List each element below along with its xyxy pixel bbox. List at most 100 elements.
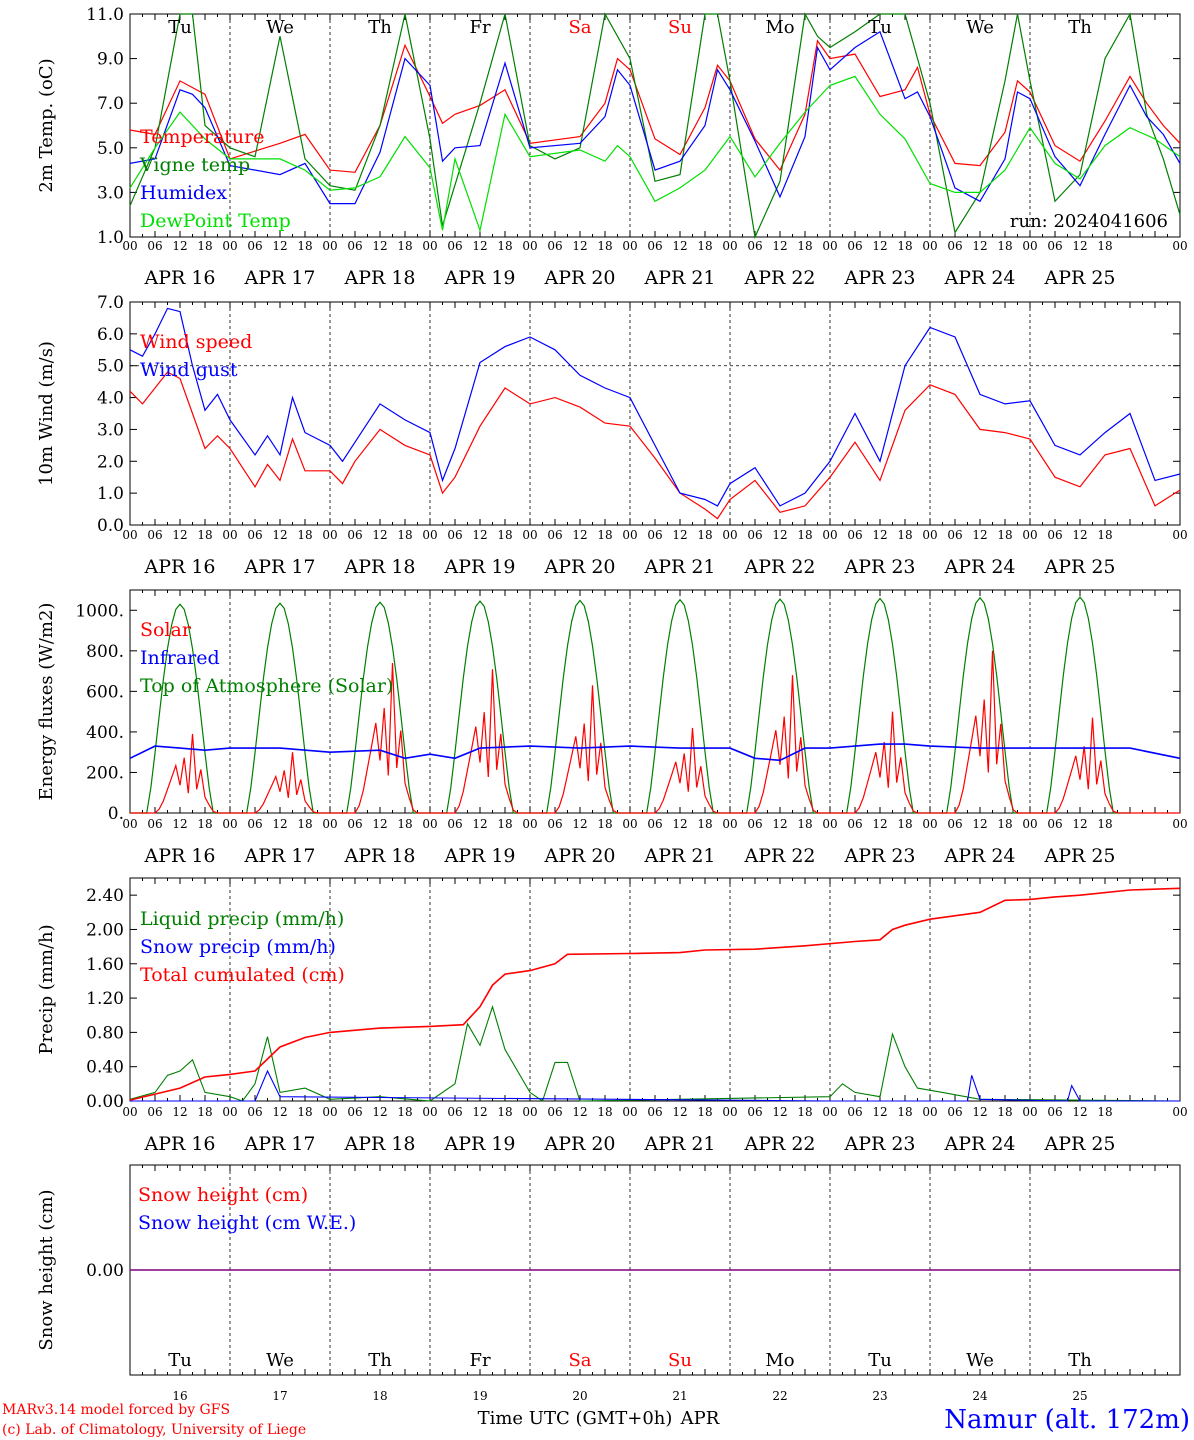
panel-3-frame	[129, 589, 1181, 814]
hour-tick-label: 06	[747, 1105, 762, 1119]
legend-snow-precip-mm-h-: Snow precip (mm/h)	[140, 936, 336, 958]
series-snow-precip-mm-h-	[130, 1069, 1180, 1102]
y-tick-label: 1.20	[86, 989, 124, 1009]
hour-tick-label: 06	[447, 1105, 462, 1119]
day-number: 18	[372, 1389, 387, 1403]
hour-tick-label: 06	[747, 239, 762, 253]
hour-tick-label: 00	[922, 817, 937, 831]
y-tick-label: 0.00	[86, 1092, 124, 1112]
day-name-top: We	[266, 17, 294, 38]
hour-tick-label: 12	[272, 1105, 287, 1119]
hour-tick-label: 12	[772, 528, 787, 542]
date-label: APR 21	[643, 845, 715, 867]
hour-tick-label: 00	[422, 239, 437, 253]
date-label: APR 16	[143, 267, 215, 289]
hour-tick-label: 00	[122, 1105, 137, 1119]
date-label: APR 25	[1043, 1133, 1115, 1155]
hour-tick-label: 00	[622, 1105, 637, 1119]
hour-tick-label: 12	[972, 239, 987, 253]
y-tick-label: 6.0	[97, 325, 124, 345]
day-name-bottom: Tu	[868, 1350, 892, 1371]
hour-tick-label: 12	[572, 528, 587, 542]
hour-tick-label: 06	[447, 239, 462, 253]
day-name-bottom: Mo	[765, 1350, 794, 1371]
hour-tick-label: 12	[872, 817, 887, 831]
legend-solar: Solar	[140, 619, 192, 641]
hour-tick-label: 00	[922, 528, 937, 542]
time-axis-title: Time UTC (GMT+0h)	[478, 1408, 673, 1429]
hour-tick-label: 12	[372, 817, 387, 831]
hour-tick-label: 00	[322, 1105, 337, 1119]
y-tick-label: 11.0	[86, 5, 124, 25]
date-label: APR 23	[843, 845, 915, 867]
hour-tick-label: 18	[1097, 817, 1112, 831]
series-liquid-precip-mm-h-	[129, 1004, 1181, 1102]
day-name-top: Fr	[469, 17, 490, 38]
date-label: APR 22	[743, 845, 815, 867]
hour-tick-label: 00	[222, 1105, 237, 1119]
day-name-bottom: Tu	[168, 1350, 192, 1371]
hour-tick-label: 12	[272, 239, 287, 253]
hour-tick-label: 06	[547, 239, 562, 253]
day-number: 17	[272, 1389, 287, 1403]
series-vigne-temp	[129, 12, 1181, 240]
hour-tick-label: 12	[772, 817, 787, 831]
hour-tick-label: 12	[872, 528, 887, 542]
hour-tick-label: 18	[497, 817, 512, 831]
hour-tick-label: 18	[1097, 239, 1112, 253]
hour-tick-label: 18	[597, 239, 612, 253]
hour-tick-label: 00	[122, 817, 137, 831]
hour-tick-label: 12	[572, 239, 587, 253]
hour-tick-label: 18	[197, 239, 212, 253]
hour-tick-label: 00	[1022, 1105, 1037, 1119]
date-label: APR 23	[843, 267, 915, 289]
day-name-top: Tu	[868, 17, 892, 38]
hour-tick-label: 18	[797, 1105, 812, 1119]
hour-tick-label: 12	[372, 1105, 387, 1119]
hour-tick-label: 18	[497, 1105, 512, 1119]
hour-tick-label: 12	[472, 528, 487, 542]
date-label: APR 24	[943, 267, 1015, 289]
hour-tick-label: 00	[322, 528, 337, 542]
date-label: APR 20	[543, 556, 615, 578]
date-label: APR 19	[443, 1133, 515, 1155]
hour-tick-label: 06	[447, 528, 462, 542]
hour-tick-label: 06	[147, 239, 162, 253]
day-name-top: Mo	[765, 17, 794, 38]
legend-infrared: Infrared	[140, 647, 220, 669]
hour-tick-label: 00	[422, 817, 437, 831]
y-tick-label: 2.00	[86, 920, 124, 940]
legend-snow-height-cm-w-e-: Snow height (cm W.E.)	[138, 1212, 356, 1234]
panel-1-frame	[129, 13, 1181, 238]
hour-tick-label: 18	[697, 1105, 712, 1119]
hour-tick-label: 18	[397, 1105, 412, 1119]
hour-tick-label: 06	[247, 1105, 262, 1119]
hour-tick-label: 06	[947, 817, 962, 831]
day-number: 21	[672, 1389, 687, 1403]
date-label: APR 21	[643, 1133, 715, 1155]
day-name-bottom: Fr	[469, 1350, 490, 1371]
model-credit: MARv3.14 model forced by GFS	[2, 1402, 230, 1418]
hour-tick-label: 18	[897, 239, 912, 253]
hour-tick-label: 06	[947, 528, 962, 542]
temp-axis-label: 2m Temp. (oC)	[36, 58, 57, 192]
date-label: APR 20	[543, 1133, 615, 1155]
hour-tick-label: 12	[472, 817, 487, 831]
hour-tick-label: 18	[197, 1105, 212, 1119]
day-name-top: Su	[668, 17, 692, 38]
legend-liquid-precip-mm-h-: Liquid precip (mm/h)	[140, 908, 344, 930]
y-tick-label: 3.0	[97, 420, 124, 440]
run-label: run: 2024041606	[1010, 211, 1168, 232]
day-number: 16	[172, 1389, 187, 1403]
hour-tick-label: 00	[222, 528, 237, 542]
hour-tick-label: 00	[1022, 239, 1037, 253]
hour-tick-label: 06	[847, 817, 862, 831]
hour-tick-label: 06	[947, 1105, 962, 1119]
hour-tick-label: 18	[697, 817, 712, 831]
date-label: APR 24	[943, 1133, 1015, 1155]
legend-total-cumulated-cm-: Total cumulated (cm)	[140, 964, 345, 986]
hour-tick-label: 12	[1072, 528, 1087, 542]
y-tick-label: 4.0	[97, 389, 124, 409]
legend-humidex: Humidex	[140, 182, 227, 204]
series-temperature	[129, 39, 1181, 173]
